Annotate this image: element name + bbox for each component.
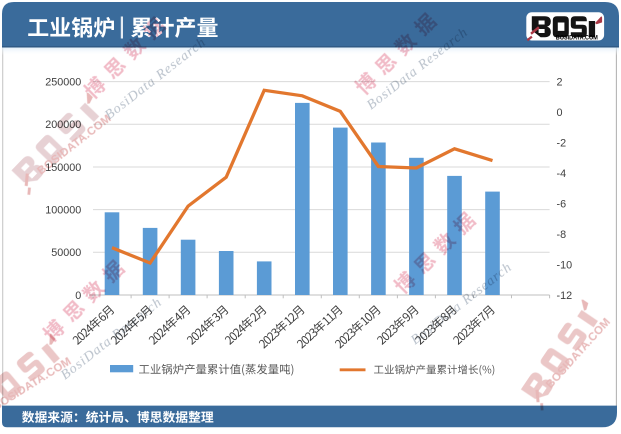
svg-text:-8: -8 xyxy=(557,229,567,241)
svg-text:150000: 150000 xyxy=(45,162,81,174)
svg-text:50000: 50000 xyxy=(51,247,81,259)
svg-text:250000: 250000 xyxy=(45,77,81,89)
svg-text:100000: 100000 xyxy=(45,205,81,217)
svg-text:-2: -2 xyxy=(557,138,567,150)
svg-text:2: 2 xyxy=(557,77,563,89)
svg-text:BOSIDATA.COM: BOSIDATA.COM xyxy=(556,35,598,42)
svg-text:0: 0 xyxy=(75,290,81,302)
svg-text:-4: -4 xyxy=(557,168,567,180)
svg-text:-12: -12 xyxy=(557,290,573,302)
svg-text:0: 0 xyxy=(557,107,563,119)
svg-text:-6: -6 xyxy=(557,199,567,211)
svg-text:-10: -10 xyxy=(557,260,573,272)
